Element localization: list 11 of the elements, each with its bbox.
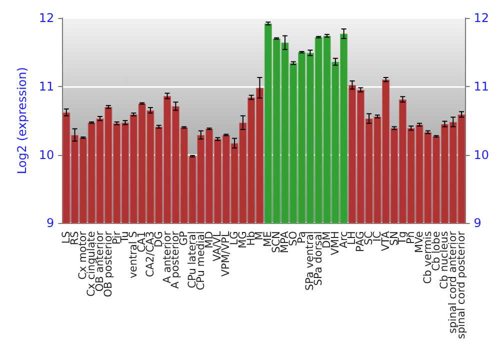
- y2-tick-label: 12: [474, 11, 490, 25]
- x-tick-label: Tg: [396, 231, 409, 246]
- y-tick-label: 10: [38, 148, 54, 162]
- y2-tick-label: 9: [474, 216, 482, 230]
- y2-tick-label: 11: [474, 79, 490, 94]
- y2-tick-label: 10: [474, 148, 490, 162]
- y-tick-label: 12: [38, 11, 54, 25]
- y-tick-label: 11: [38, 79, 54, 94]
- y-tick-label: 9: [46, 216, 54, 230]
- x-tick-label: A posterior: [170, 230, 182, 289]
- y-axis-title: Log2 (expression): [15, 67, 29, 174]
